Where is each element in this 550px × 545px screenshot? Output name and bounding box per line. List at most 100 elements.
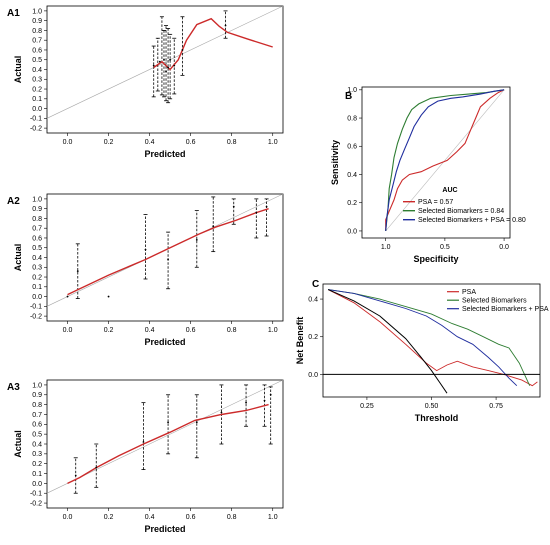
x-tick-label: 0.2 [104, 139, 114, 146]
observed-point [76, 270, 79, 273]
observed-point [220, 411, 223, 414]
reference-line [385, 89, 505, 232]
y-axis-title: Sensitivity [330, 140, 340, 185]
y-tick-label: -0.2 [30, 500, 42, 507]
observed-point [195, 239, 198, 241]
y-tick-label: 0.0 [308, 372, 318, 379]
legend-title: AUC [442, 187, 457, 194]
x-tick-label: 0.6 [186, 327, 196, 334]
y-tick-label: 0.6 [32, 235, 42, 242]
net-benefit-curve-3 [327, 289, 448, 394]
plot-frame [361, 86, 511, 239]
legend-entry: PSA = 0.57 [418, 199, 453, 206]
observed-point [181, 49, 184, 51]
observed-point [144, 248, 147, 251]
y-tick-label: 0.5 [32, 57, 42, 64]
y-tick-label: 0.6 [32, 422, 42, 429]
calibration-curve [67, 403, 269, 485]
net-benefit-curve-2 [328, 289, 518, 387]
observed-point [173, 64, 176, 67]
plot-frame [46, 193, 284, 322]
observed-point [142, 441, 145, 443]
y-tick-label: 0.2 [308, 334, 318, 341]
x-axis-title: Predicted [144, 524, 185, 534]
y-tick-label: 0.1 [32, 284, 42, 291]
y-tick-label: 0.3 [32, 77, 42, 84]
reference-line [46, 5, 284, 119]
x-tick-label: 0.6 [186, 139, 196, 146]
x-tick-label: 0.6 [186, 514, 196, 521]
y-tick-label: 0.0 [32, 294, 42, 301]
net-benefit-curve-1 [328, 289, 531, 386]
x-tick-label: 0.4 [145, 514, 155, 521]
y-tick-label: -0.2 [30, 126, 42, 133]
y-axis-title: Actual [13, 56, 23, 84]
panel-label: B [345, 91, 352, 102]
roc-curve-2 [385, 89, 505, 231]
roc-curve-1 [385, 89, 505, 231]
panel-label: C [312, 279, 319, 290]
y-tick-label: 0.5 [32, 432, 42, 439]
observed-point [163, 58, 165, 61]
y-tick-label: 0.0 [32, 481, 42, 488]
observed-point [269, 393, 272, 396]
observed-point [95, 466, 98, 469]
x-tick-label: 1.0 [268, 139, 278, 146]
calibration-plot-a2: A2 -0.2 -0.1 0.0 0.1 0.2 0.3 0.4 0.5 0.6 0.7 0.8 0.9… [7, 193, 284, 347]
y-tick-label: 0.8 [32, 216, 42, 223]
y-tick-label: 0.7 [32, 38, 42, 45]
y-tick-label: -0.2 [30, 314, 42, 321]
y-tick-label: 1.0 [32, 196, 42, 203]
y-tick-label: -0.1 [30, 116, 42, 123]
panel-label: A2 [7, 196, 20, 207]
x-axis-title: Predicted [144, 149, 185, 159]
y-tick-label: 0.4 [32, 441, 42, 448]
observed-point [158, 60, 161, 63]
y-tick-label: 0.6 [32, 47, 42, 54]
y-axis-title: Net Benefit [295, 317, 305, 365]
y-tick-label: 0.2 [32, 461, 42, 468]
y-tick-label: 0.9 [32, 392, 42, 399]
x-tick-label: 0.2 [104, 327, 114, 334]
y-tick-label: 0.4 [347, 172, 357, 179]
observed-point [74, 474, 77, 477]
legend-entry: Selected Biomarkers + PSA = 0.80 [418, 217, 526, 224]
observed-point [66, 295, 69, 298]
y-tick-label: 0.9 [32, 206, 42, 213]
roc-plot: B 0.0 0.2 0.4 0.6 0.8 1.0 1.0 0.5 0.0 AUC PSA = 0.5… [330, 86, 526, 264]
observed-point [195, 421, 198, 424]
y-tick-label: 1.0 [32, 382, 42, 389]
observed-point [167, 66, 169, 69]
y-tick-label: 0.3 [32, 265, 42, 272]
plot-frame [46, 5, 284, 134]
y-tick-label: 1.0 [32, 8, 42, 15]
observed-point [265, 205, 268, 208]
x-tick-label: 0.4 [145, 327, 155, 334]
x-tick-label: 0.0 [63, 139, 73, 146]
x-tick-label: 0.50 [425, 403, 439, 410]
x-tick-label: 0.5 [440, 244, 450, 251]
y-tick-label: 0.8 [347, 115, 357, 122]
observed-point [167, 421, 169, 424]
y-tick-label: 0.2 [347, 200, 357, 207]
observed-point [255, 211, 258, 214]
calibration-curve [67, 208, 269, 296]
x-tick-label: 0.0 [63, 327, 73, 334]
x-axis-title: Specificity [413, 254, 458, 264]
observed-point [245, 401, 247, 404]
y-tick-label: -0.1 [30, 304, 42, 311]
observed-point [212, 225, 215, 228]
y-axis-title: Actual [13, 430, 23, 458]
y-tick-label: 1.0 [347, 87, 357, 94]
observed-point [107, 295, 110, 298]
x-tick-label: 0.8 [227, 327, 237, 334]
y-tick-label: 0.1 [32, 471, 42, 478]
x-tick-label: 0.75 [489, 403, 503, 410]
y-tick-label: 0.7 [32, 226, 42, 233]
observed-point [232, 205, 235, 208]
x-axis-title: Threshold [415, 413, 459, 423]
observed-point [167, 258, 169, 261]
net-benefit-curve-0 [327, 289, 538, 387]
observed-point [224, 24, 227, 27]
